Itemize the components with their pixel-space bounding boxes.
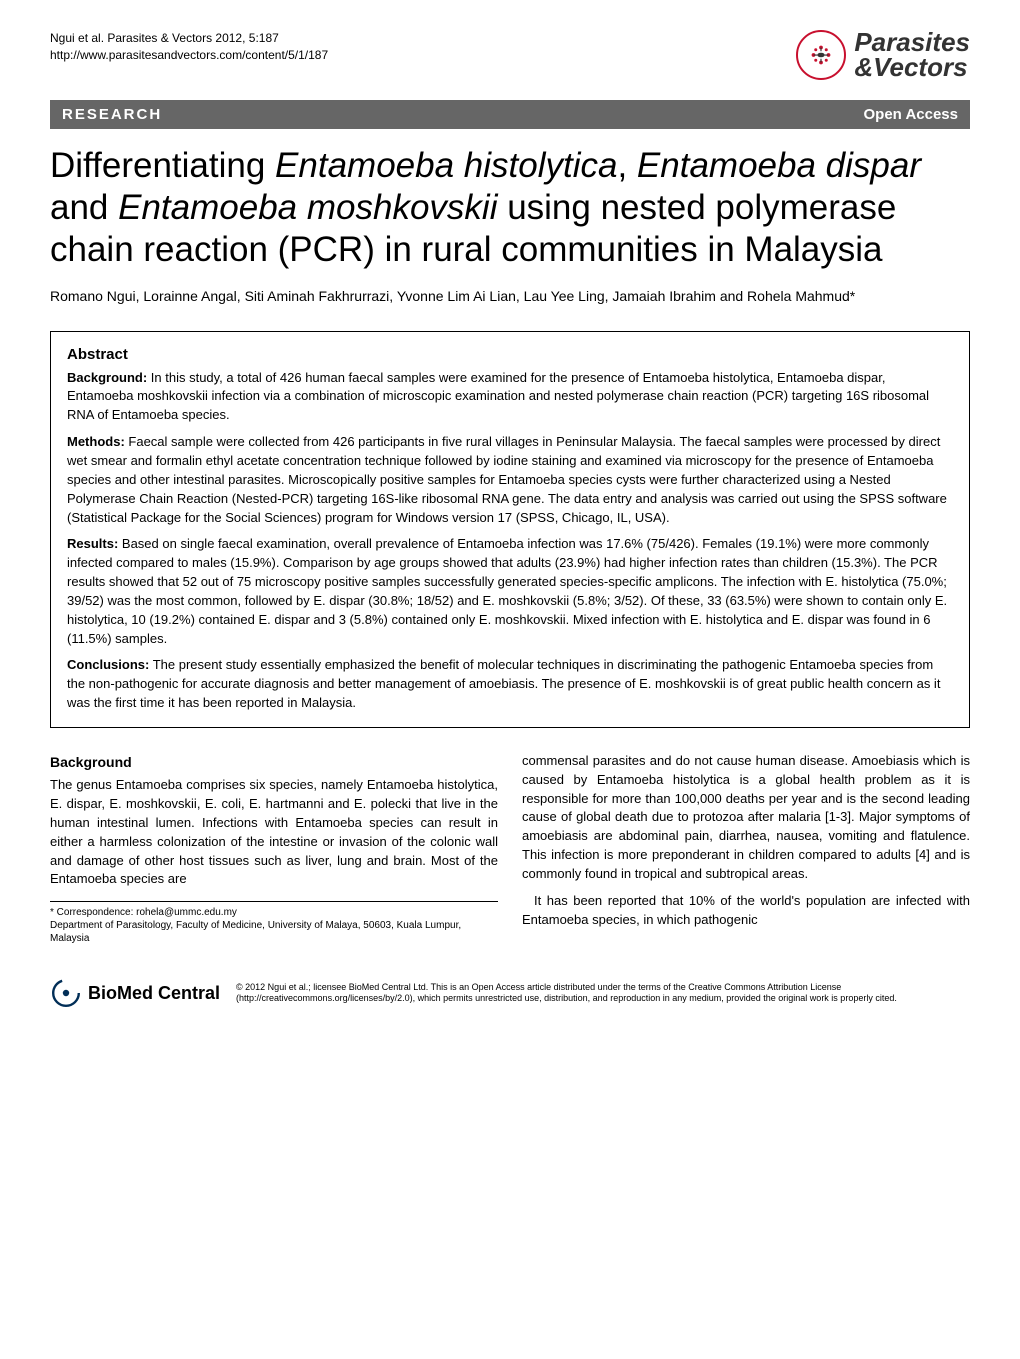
journal-logo-text: Parasites &Vectors: [854, 30, 970, 79]
body-col1-p1: The genus Entamoeba comprises six specie…: [50, 776, 498, 889]
journal-name-line2: &Vectors: [854, 55, 970, 80]
abstract-box: Abstract Background: In this study, a to…: [50, 331, 970, 728]
abstract-methods-text: Faecal sample were collected from 426 pa…: [67, 434, 947, 524]
header-row: Ngui et al. Parasites & Vectors 2012, 5:…: [50, 30, 970, 80]
correspondence-line2: Department of Parasitology, Faculty of M…: [50, 919, 498, 945]
footer: BioMed Central © 2012 Ngui et al.; licen…: [50, 965, 970, 1009]
abstract-results: Results: Based on single faecal examinat…: [67, 535, 953, 648]
bmc-logo: BioMed Central: [50, 977, 220, 1009]
body-two-col: Background The genus Entamoeba comprises…: [50, 752, 970, 945]
banner-right: Open Access: [864, 106, 959, 123]
abstract-methods-label: Methods:: [67, 434, 125, 449]
abstract-conclusions-text: The present study essentially emphasized…: [67, 657, 940, 710]
banner: RESEARCH Open Access: [50, 100, 970, 129]
citation-line2: http://www.parasitesandvectors.com/conte…: [50, 47, 328, 64]
bmc-icon: [50, 977, 82, 1009]
abstract-background-label: Background:: [67, 370, 147, 385]
license-text: © 2012 Ngui et al.; licensee BioMed Cent…: [236, 982, 970, 1005]
body-col-left: Background The genus Entamoeba comprises…: [50, 752, 498, 945]
abstract-results-label: Results:: [67, 536, 118, 551]
body-col2-p2: It has been reported that 10% of the wor…: [522, 892, 970, 930]
background-heading: Background: [50, 752, 498, 772]
abstract-methods: Methods: Faecal sample were collected fr…: [67, 433, 953, 527]
correspondence: * Correspondence: rohela@ummc.edu.my Dep…: [50, 901, 498, 945]
abstract-conclusions: Conclusions: The present study essential…: [67, 656, 953, 713]
abstract-heading: Abstract: [67, 346, 953, 363]
abstract-conclusions-label: Conclusions:: [67, 657, 149, 672]
abstract-results-text: Based on single faecal examination, over…: [67, 536, 947, 645]
abstract-background: Background: In this study, a total of 42…: [67, 369, 953, 426]
bmc-text: BioMed Central: [88, 983, 220, 1004]
authors: Romano Ngui, Lorainne Angal, Siti Aminah…: [50, 287, 970, 307]
citation: Ngui et al. Parasites & Vectors 2012, 5:…: [50, 30, 328, 64]
correspondence-line1: * Correspondence: rohela@ummc.edu.my: [50, 906, 498, 919]
citation-line1: Ngui et al. Parasites & Vectors 2012, 5:…: [50, 30, 328, 47]
banner-left: RESEARCH: [62, 106, 162, 123]
body-col2-p1: commensal parasites and do not cause hum…: [522, 752, 970, 884]
abstract-background-text: In this study, a total of 426 human faec…: [67, 370, 929, 423]
journal-logo: Parasites &Vectors: [796, 30, 970, 80]
body-col-right: commensal parasites and do not cause hum…: [522, 752, 970, 945]
journal-logo-icon: [796, 30, 846, 80]
article-title: Differentiating Entamoeba histolytica, E…: [50, 145, 970, 271]
